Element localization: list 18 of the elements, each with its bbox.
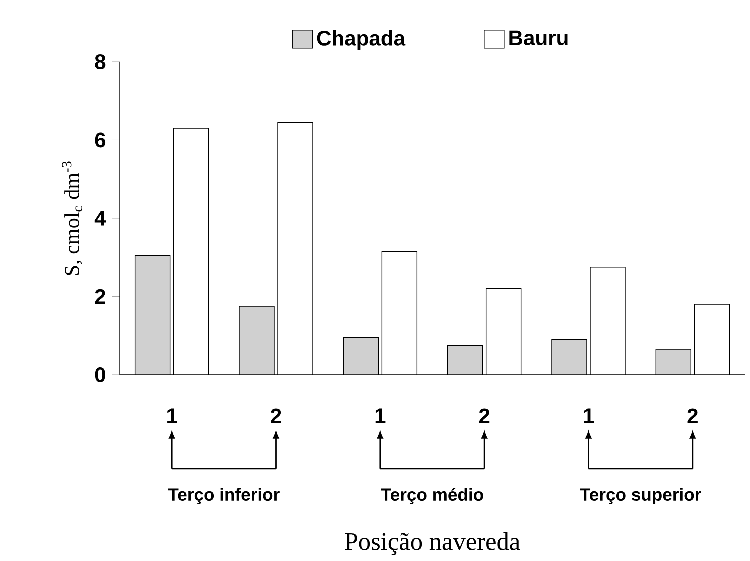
x-tick-label: 1 (376, 408, 386, 424)
y-axis-title: S, cmol$_{c}$ dm$^{-3}$ (62, 162, 82, 276)
y-tick-label: 8 (95, 54, 106, 70)
x-tick-label: 1 (168, 408, 178, 424)
y-tick-label: 0 (95, 367, 106, 382)
text: Terço superior (580, 488, 702, 504)
x-tick-label: 2 (479, 408, 490, 424)
legend-label: Bauru (510, 30, 568, 46)
y-tick-label: 4 (94, 211, 106, 226)
text: Terço inferior (168, 488, 280, 504)
x-tick-label: 1 (584, 408, 594, 424)
text: Terço médio (381, 488, 484, 504)
x-tick-label: 2 (688, 408, 698, 424)
y-tick-label: 2 (95, 289, 106, 304)
legend-label: Chapada (317, 30, 406, 50)
x-axis-title: Posição navereda (345, 532, 520, 556)
x-tick-label: 2 (271, 408, 282, 424)
y-tick-label: 6 (95, 132, 106, 148)
